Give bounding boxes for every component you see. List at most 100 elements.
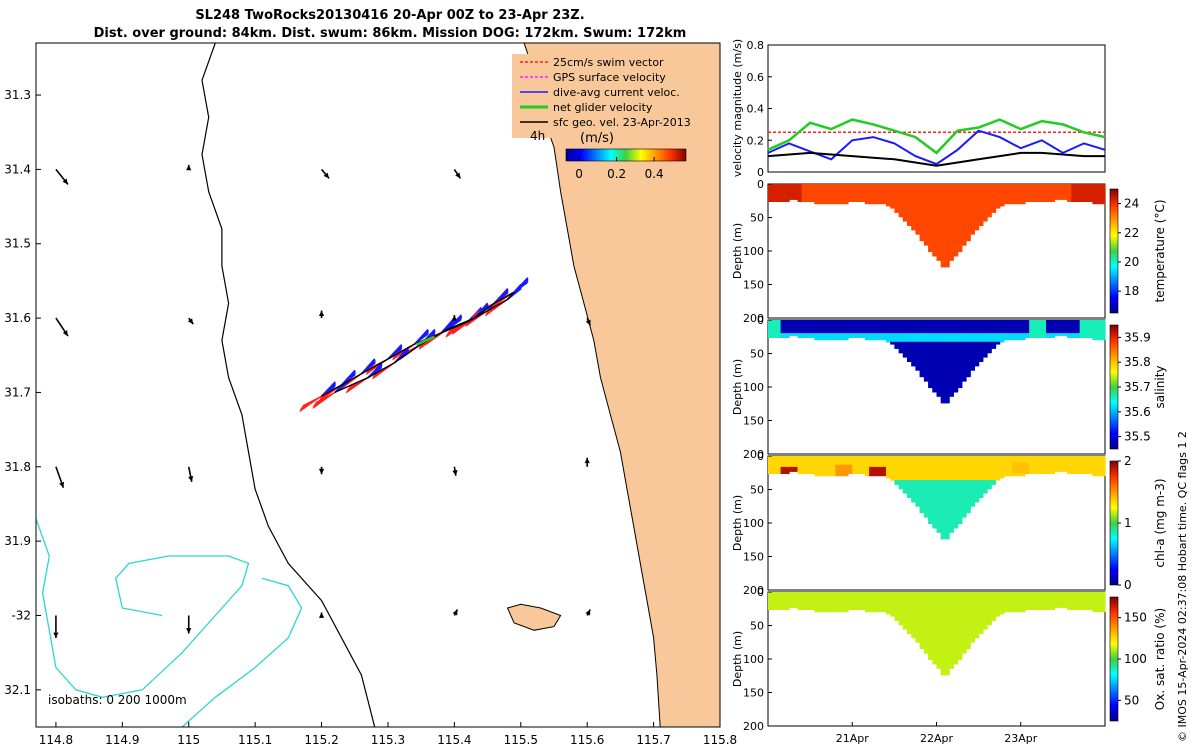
section-cell <box>974 210 980 213</box>
section-cell <box>890 607 895 610</box>
section-cell <box>1041 460 1047 464</box>
section-cell <box>961 365 967 369</box>
section-cell <box>966 326 971 330</box>
section-cell <box>953 525 959 529</box>
section-cell <box>944 376 950 380</box>
section-cell <box>974 482 980 485</box>
section-cell <box>860 464 866 468</box>
section-cell <box>1020 602 1026 606</box>
section-cell <box>890 197 895 200</box>
section-cell <box>843 596 849 600</box>
section-cell <box>953 510 959 514</box>
section-cell <box>970 631 975 634</box>
section-cell <box>810 197 815 200</box>
section-cell <box>873 602 879 606</box>
section-cell <box>995 184 1001 187</box>
section-cell <box>911 322 916 325</box>
section-cell <box>940 208 946 211</box>
section-cell <box>949 229 954 233</box>
x-tick-label: 115.1 <box>238 733 272 747</box>
section-cell <box>936 471 942 474</box>
section-cell <box>835 471 841 474</box>
section-cell <box>928 605 933 608</box>
section-cell <box>919 639 925 643</box>
section-cell <box>886 324 891 328</box>
section-cell <box>890 456 895 459</box>
section-cell <box>801 462 807 466</box>
section-cell <box>843 592 849 595</box>
section-cell <box>1003 462 1009 466</box>
section-cell <box>949 596 954 600</box>
section-cell <box>987 456 992 459</box>
section-cell <box>953 242 959 246</box>
section-cell <box>982 626 988 630</box>
section-cell <box>801 188 807 192</box>
section-cell <box>923 624 929 628</box>
section-cell <box>1012 320 1018 323</box>
y-tick-label: 31.6 <box>4 311 31 325</box>
section-cell <box>839 326 845 330</box>
section-cell <box>961 639 967 643</box>
section-cell <box>894 326 900 330</box>
section-cell <box>919 480 925 483</box>
section-cell <box>961 631 967 634</box>
section-cell <box>953 247 959 250</box>
section-cell <box>1062 462 1068 466</box>
section-cell <box>978 208 984 211</box>
section-cell <box>839 188 845 192</box>
section-cell <box>776 324 782 328</box>
section-cell <box>1033 199 1039 202</box>
section-cell <box>881 188 887 192</box>
section-cell <box>784 471 790 474</box>
arrow-head <box>318 612 325 618</box>
section-cell <box>932 376 938 380</box>
section-cell <box>894 335 900 338</box>
section-cell <box>1062 464 1068 468</box>
section-cell <box>915 194 921 198</box>
section-cell <box>873 186 879 189</box>
section-cell <box>869 456 874 459</box>
section-cell <box>936 477 942 481</box>
section-cell <box>873 326 879 330</box>
section-cell <box>940 214 946 218</box>
section-cell <box>894 596 900 600</box>
section-cell <box>805 605 811 608</box>
section-cell <box>970 596 975 600</box>
section-cell <box>1075 333 1081 336</box>
section-cell <box>961 210 967 213</box>
section-cell <box>961 624 967 628</box>
section-cell <box>1079 471 1085 474</box>
section-cell <box>902 214 908 218</box>
section-cell <box>898 620 904 624</box>
section-cell <box>991 618 997 621</box>
section-cell <box>953 618 959 621</box>
section-cell <box>974 611 980 615</box>
section-cell <box>810 326 815 330</box>
section-cell <box>915 469 921 472</box>
section-cell <box>780 194 786 198</box>
section-cell <box>902 328 908 332</box>
section-cell <box>784 199 790 202</box>
section-cell <box>944 637 950 641</box>
section-cell <box>999 605 1005 608</box>
section-cell <box>957 469 963 472</box>
section-cell <box>936 330 942 334</box>
section-cell <box>797 469 803 472</box>
section-cell <box>1075 186 1081 189</box>
section-cell <box>1096 335 1102 338</box>
section-cell <box>1067 199 1072 202</box>
section-cell <box>902 471 908 474</box>
section-cell <box>944 626 950 630</box>
section-cell <box>831 600 836 604</box>
section-cell <box>1092 194 1098 198</box>
section-cell <box>923 370 929 373</box>
y-tick-label: 31.9 <box>4 534 31 548</box>
section-cell <box>957 486 963 490</box>
section-cell <box>1067 471 1072 474</box>
section-cell <box>793 324 799 328</box>
section-cell <box>1088 326 1093 330</box>
section-cell <box>780 197 786 200</box>
section-cell <box>961 497 967 501</box>
section-cell <box>831 328 836 332</box>
section-cell <box>864 190 870 194</box>
